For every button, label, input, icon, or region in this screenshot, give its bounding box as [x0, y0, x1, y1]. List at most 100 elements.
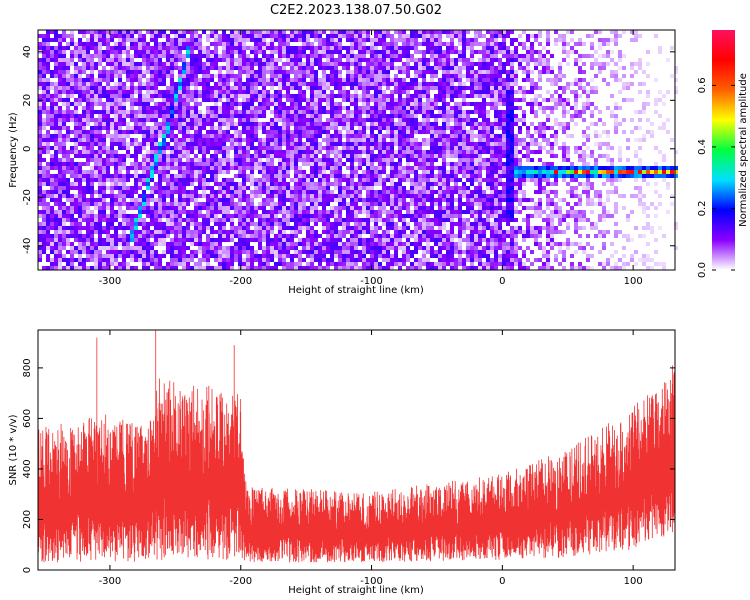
- heatmap-cell: [346, 222, 350, 226]
- heatmap-cell: [102, 118, 106, 122]
- heatmap-cell: [86, 242, 90, 246]
- heatmap-cell: [374, 126, 378, 130]
- heatmap-cell: [230, 78, 234, 82]
- heatmap-cell: [150, 162, 154, 166]
- heatmap-cell: [130, 58, 134, 62]
- heatmap-cell: [346, 110, 350, 114]
- heatmap-cell: [298, 102, 302, 106]
- heatmap-cell: [414, 174, 418, 178]
- heatmap-cell: [78, 50, 82, 54]
- heatmap-cell: [334, 166, 338, 170]
- heatmap-cell: [210, 190, 214, 194]
- heatmap-cell: [178, 126, 182, 130]
- heatmap-cell: [66, 266, 70, 270]
- heatmap-cell: [330, 94, 334, 98]
- heatmap-cell: [270, 226, 274, 230]
- heatmap-cell: [46, 138, 50, 142]
- heatmap-cell: [134, 78, 138, 82]
- heatmap-cell: [214, 246, 218, 250]
- heatmap-cell: [374, 182, 378, 186]
- heatmap-cell: [302, 62, 306, 66]
- heatmap-cell: [282, 50, 286, 54]
- heatmap-cell: [414, 138, 418, 142]
- heatmap-cell: [254, 250, 258, 254]
- heatmap-cell: [206, 166, 210, 170]
- heatmap-cell: [354, 118, 358, 122]
- heatmap-cell: [62, 214, 66, 218]
- heatmap-cell: [146, 226, 150, 230]
- heatmap-cell: [226, 162, 230, 166]
- heatmap-cell: [362, 178, 366, 182]
- heatmap-cell: [382, 250, 386, 254]
- heatmap-cell: [346, 146, 350, 150]
- heatmap-cell: [106, 214, 110, 218]
- heatmap-cell: [382, 170, 386, 174]
- heatmap-cell: [406, 42, 410, 46]
- heatmap-cell: [106, 226, 110, 230]
- heatmap-cell: [350, 202, 354, 206]
- heatmap-cell: [406, 34, 410, 38]
- heatmap-cell: [298, 82, 302, 86]
- heatmap-cell: [390, 38, 394, 42]
- heatmap-cell: [46, 34, 50, 38]
- heatmap-cell: [262, 138, 266, 142]
- heatmap-cell: [162, 54, 166, 58]
- heatmap-cell: [274, 254, 278, 258]
- heatmap-cell: [198, 242, 202, 246]
- heatmap-cell: [46, 238, 50, 242]
- heatmap-cell: [306, 138, 310, 142]
- heatmap-cell: [114, 202, 118, 206]
- heatmap-cell: [122, 250, 126, 254]
- heatmap-cell: [198, 110, 202, 114]
- heatmap-cell: [370, 114, 374, 118]
- heatmap-cell: [114, 234, 118, 238]
- heatmap-cell: [362, 206, 366, 210]
- heatmap-cell: [254, 166, 258, 170]
- heatmap-cell: [318, 190, 322, 194]
- heatmap-cell: [54, 130, 58, 134]
- heatmap-cell: [414, 62, 418, 66]
- heatmap-cell: [194, 34, 198, 38]
- heatmap-cell: [246, 106, 250, 110]
- heatmap-cell: [266, 186, 270, 190]
- heatmap-cell: [258, 150, 262, 154]
- heatmap-cell: [182, 66, 186, 70]
- heatmap-cell: [202, 94, 206, 98]
- heatmap-cell: [386, 78, 390, 82]
- heatmap-cell: [326, 62, 330, 66]
- heatmap-cell: [42, 214, 46, 218]
- heatmap-cell: [250, 118, 254, 122]
- heatmap-cell: [374, 234, 378, 238]
- heatmap-cell: [414, 38, 418, 42]
- heatmap-cell: [110, 54, 114, 58]
- heatmap-cell: [106, 70, 110, 74]
- heatmap-cell: [394, 98, 398, 102]
- heatmap-cell: [82, 82, 86, 86]
- heatmap-cell: [378, 158, 382, 162]
- heatmap-cell: [198, 90, 202, 94]
- heatmap-cell: [154, 46, 158, 50]
- heatmap-cell: [78, 178, 82, 182]
- heatmap-cell: [346, 106, 350, 110]
- heatmap-cell: [54, 146, 58, 150]
- heatmap-cell: [282, 158, 286, 162]
- heatmap-cell: [342, 66, 346, 70]
- heatmap-cell: [254, 206, 258, 210]
- heatmap-cell: [326, 158, 330, 162]
- heatmap-cell: [82, 150, 86, 154]
- heatmap-cell: [166, 226, 170, 230]
- heatmap-cell: [82, 258, 86, 262]
- heatmap-cell: [386, 106, 390, 110]
- heatmap-cell: [174, 166, 178, 170]
- heatmap-cell: [114, 110, 118, 114]
- heatmap-cell: [366, 246, 370, 250]
- heatmap-cell: [182, 46, 186, 50]
- heatmap-cell: [178, 58, 182, 62]
- heatmap-cell: [230, 74, 234, 78]
- heatmap-cell: [194, 262, 198, 266]
- heatmap-cell: [382, 182, 386, 186]
- heatmap-cell: [50, 222, 54, 226]
- heatmap-cell: [342, 134, 346, 138]
- heatmap-cell: [266, 90, 270, 94]
